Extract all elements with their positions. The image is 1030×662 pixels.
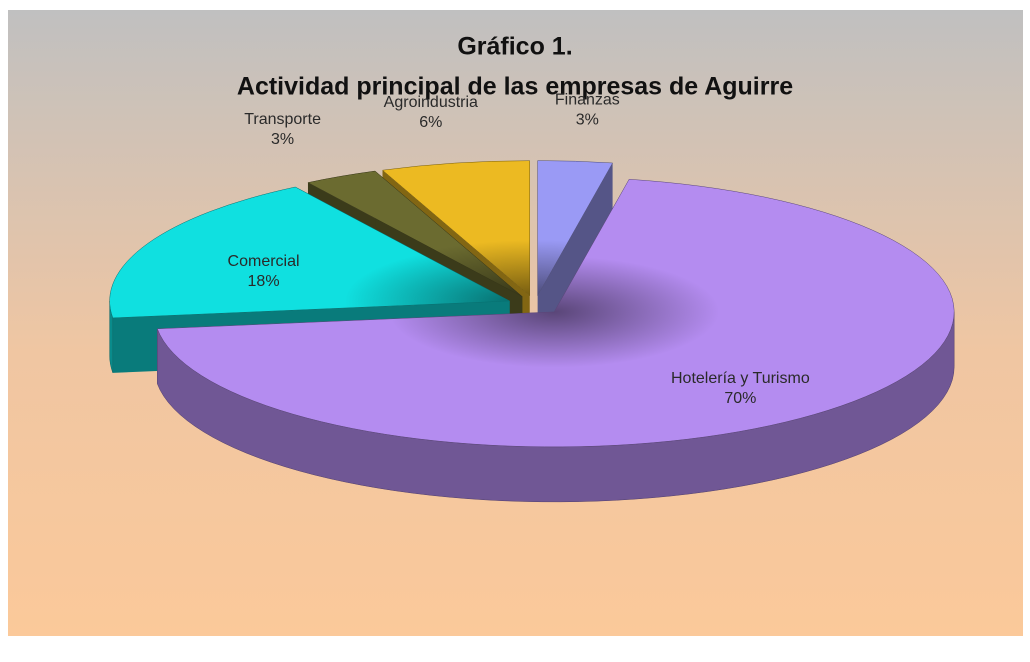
data-label: 18% [248,273,280,290]
data-label: Finanzas [555,91,620,108]
data-label: 70% [724,390,756,407]
slice-top [307,170,523,297]
data-label: Hotelería y Turismo [671,370,810,387]
data-label: Transporte [244,111,321,128]
data-label: 6% [419,114,442,131]
data-label: 3% [576,111,599,128]
data-label: 3% [271,131,294,148]
slice-edge [537,162,613,351]
chart-title: Actividad principal de las empresas de A… [237,73,793,101]
data-label: Agroindustria [384,94,478,111]
data-label: Comercial [228,253,300,270]
slice-top [109,186,511,319]
slice-top [381,160,531,297]
slice-top [156,179,955,448]
pie-slice [537,160,614,351]
pie-slice [156,179,955,503]
chart-title: Gráfico 1. [457,33,572,61]
slice-top [537,160,614,297]
